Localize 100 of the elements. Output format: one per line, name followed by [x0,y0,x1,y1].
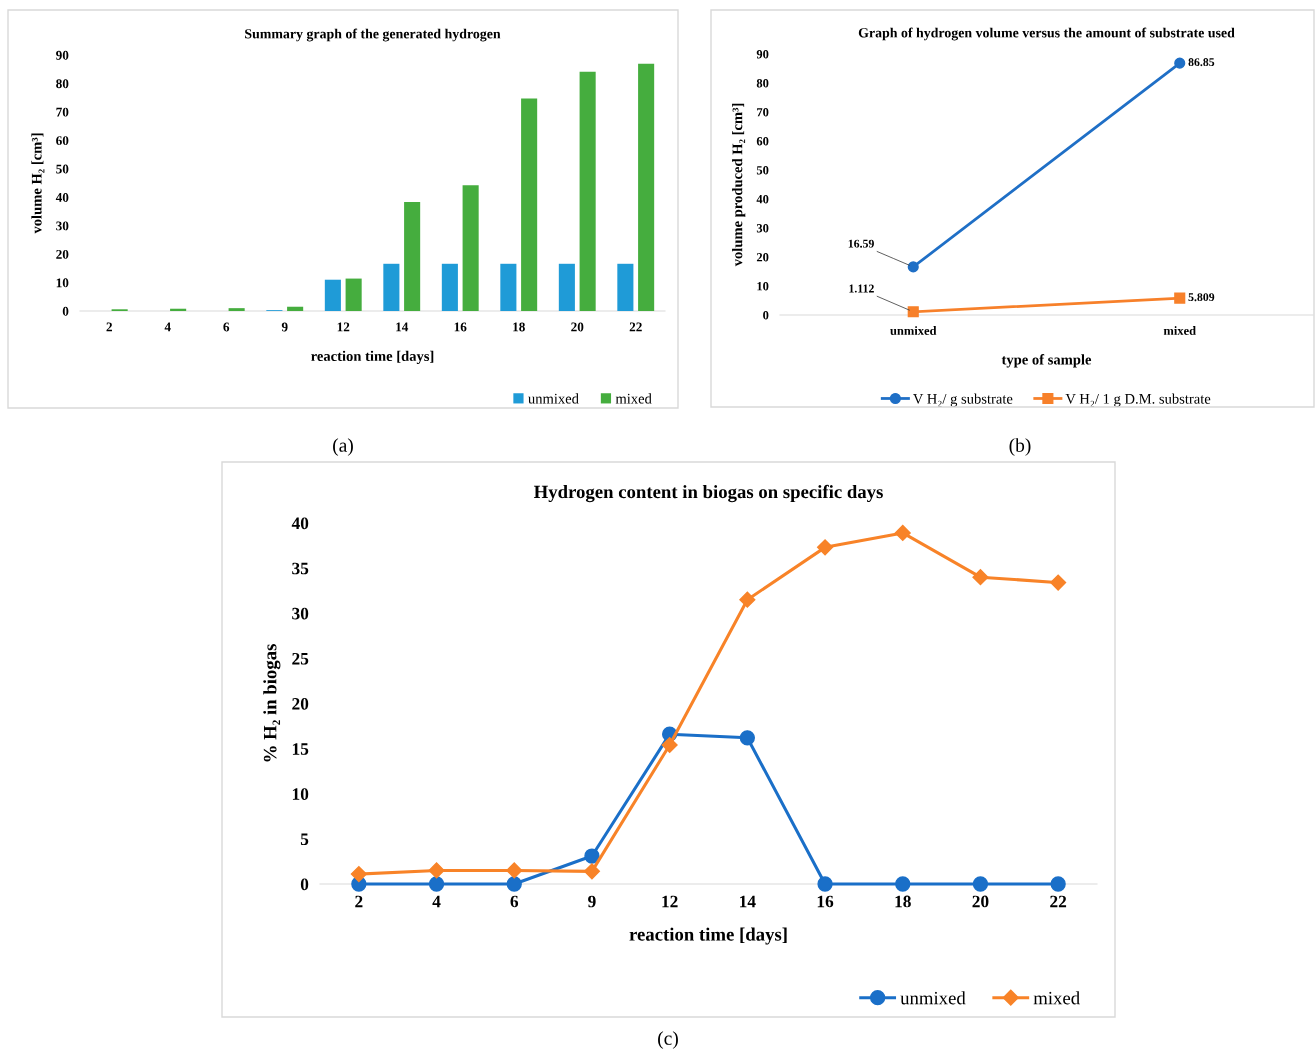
y-tick-label: 80 [756,79,769,88]
x-tick-label: 6 [510,895,519,908]
text: (c) [658,1031,678,1049]
x-axis-title: type of sample [1001,354,1092,368]
y-tick-label: 40 [756,195,769,204]
point [739,730,755,746]
x-tick-label: 2 [355,895,363,908]
data-label: 1.112 [849,284,874,293]
y-tick-label: 40 [291,517,309,530]
y-tick-label: 80 [56,79,69,89]
y-tick-label: 10 [757,282,769,291]
y-tick-label: 50 [56,164,69,174]
point [1050,574,1067,591]
point [506,862,523,879]
bar [441,263,458,311]
x-tick-label: 20 [972,895,989,908]
x-tick-label: 12 [662,895,678,908]
y-tick-label: 30 [56,221,69,231]
chart-title: Graph of hydrogen volume versus the amount of substrate used [858,27,1235,41]
bar [638,63,655,311]
bar [558,263,575,311]
x-tick-label: 22 [629,322,642,332]
point [972,569,989,586]
y-axis-title: volume H₂ [cm³] [31,133,45,234]
y-tick-label: 50 [756,166,769,175]
bar [383,263,400,311]
y-tick-label: 25 [292,652,309,665]
legend-label: unmixed [528,393,579,404]
x-tick-label: 4 [164,322,171,332]
y-tick-label: 0 [62,306,69,316]
point [428,862,445,879]
x-tick-label: 22 [1050,895,1067,908]
x-tick-label: 4 [432,895,441,908]
y-tick-label: 60 [756,137,769,146]
x-tick-label: 14 [740,895,756,908]
point [661,736,678,754]
text: (b) [1009,438,1031,456]
x-tick-label: 20 [571,322,584,332]
y-tick-label: 60 [56,136,69,146]
y-tick-label: 35 [292,562,309,575]
x-axis-title: reaction time [days] [629,927,787,945]
y-axis-title: % H₂ in biogas [263,644,281,762]
y-tick-label: 30 [292,607,309,620]
bar [462,185,479,311]
point [350,866,367,883]
point [895,876,911,892]
bar [404,202,421,311]
bar [228,308,245,311]
legend-label: mixed [615,393,652,404]
legend-label: V H₂/ g substrate [913,393,1013,407]
y-tick-label: 70 [56,107,69,117]
x-tick-label: 9 [281,322,288,332]
x-tick-label: unmixed [890,326,937,335]
x-tick-label: 16 [817,895,834,908]
x-tick-label: 14 [396,322,409,332]
x-tick-label: 16 [454,322,467,332]
point [428,876,445,892]
point [506,876,522,892]
point [1174,292,1186,304]
point [816,539,834,556]
point [907,261,919,273]
point [907,306,919,318]
legend-label: V H₂/ 1 g D.M. substrate [1065,393,1211,407]
point [972,876,989,892]
y-tick-label: 10 [56,278,69,288]
y-tick-label: 0 [300,878,309,891]
data-label: 5.809 [1188,293,1215,302]
x-tick-label: 18 [513,322,525,332]
x-tick-label: 12 [337,322,350,332]
data-label: 86.85 [1188,58,1215,67]
y-tick-label: 90 [756,50,769,59]
point [817,876,833,892]
x-axis-title: reaction time [days] [311,350,434,365]
x-tick-label: 2 [106,322,112,332]
x-tick-label: 6 [223,322,230,332]
bar [287,306,304,311]
bar [579,71,596,311]
y-tick-label: 70 [757,108,769,117]
bar [521,98,538,311]
chart-title: Hydrogen content in biogas on specific days [533,484,883,503]
point [1050,876,1066,892]
y-tick-label: 15 [292,743,309,755]
point [894,524,911,541]
point [584,848,600,864]
data-label: 16.59 [848,239,874,248]
bar [500,263,517,311]
y-axis-title: volume produced H₂ [cm³] [732,103,746,267]
legend-label: unmixed [900,991,966,1005]
bar [617,263,634,311]
bar [324,279,341,311]
y-tick-label: 10 [292,788,309,800]
bar [345,278,362,311]
point [583,863,601,880]
y-tick-label: 20 [56,249,69,259]
y-tick-label: 20 [292,697,309,710]
point [1174,57,1186,69]
chart-title: Summary graph of the generated hydrogen [245,28,501,42]
y-tick-label: 90 [56,50,69,60]
y-tick-label: 40 [55,193,69,202]
x-tick-label: 9 [588,895,596,908]
